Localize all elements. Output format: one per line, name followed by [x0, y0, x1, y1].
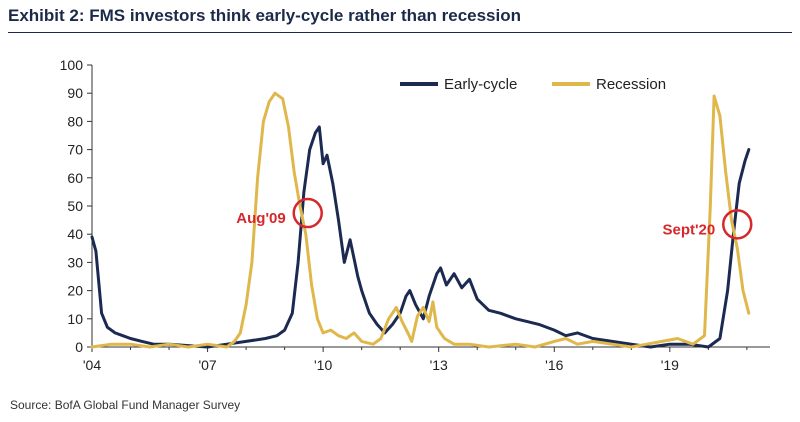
chart-title: Exhibit 2: FMS investors think early-cyc…	[8, 6, 522, 25]
y-tick-label: 40	[67, 226, 83, 242]
title-divider	[8, 32, 792, 33]
y-tick-label: 20	[67, 283, 83, 299]
annotation-label: Sept'20	[662, 221, 715, 238]
x-tick-label: '13	[430, 357, 448, 373]
annotation-label: Aug'09	[236, 210, 285, 227]
y-tick-label: 80	[67, 113, 83, 129]
x-tick-label: '04	[83, 357, 101, 373]
source-note: Source: BofA Global Fund Manager Survey	[10, 398, 241, 412]
y-tick-label: 90	[67, 85, 83, 101]
y-tick-label: 50	[67, 198, 83, 214]
x-tick-label: '19	[661, 357, 679, 373]
x-tick-label: '16	[545, 357, 563, 373]
x-tick-label: '10	[314, 357, 332, 373]
y-tick-label: 30	[67, 254, 83, 270]
annotation-circle	[292, 197, 323, 229]
annotation-circle	[722, 209, 753, 240]
y-tick-label: 0	[75, 339, 83, 355]
legend-label-early-cycle: Early-cycle	[444, 76, 517, 93]
series-line-recession	[90, 91, 751, 349]
y-tick-label: 10	[67, 311, 83, 327]
y-tick-label: 60	[67, 170, 83, 186]
x-tick-label: '07	[198, 357, 216, 373]
legend-label-recession: Recession	[596, 76, 666, 93]
y-tick-label: 70	[67, 142, 83, 158]
y-tick-label: 100	[60, 57, 84, 73]
